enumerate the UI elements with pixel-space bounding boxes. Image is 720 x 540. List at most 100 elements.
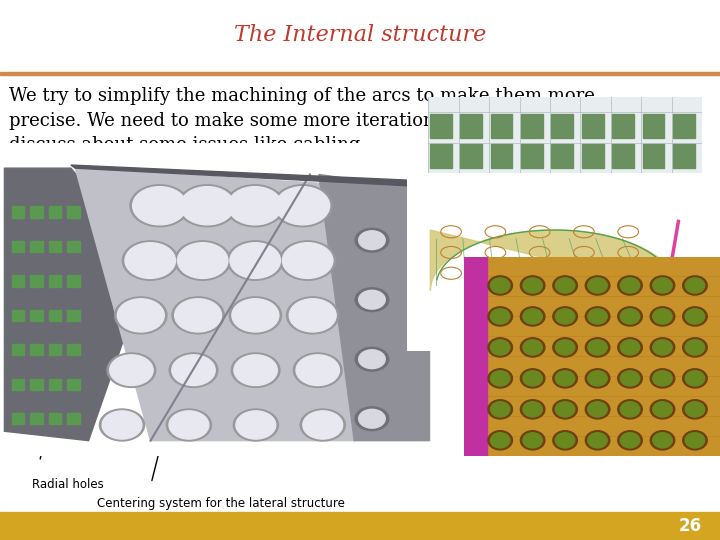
Bar	[642, 114, 665, 138]
Circle shape	[585, 338, 610, 357]
Circle shape	[523, 402, 542, 417]
Circle shape	[588, 309, 607, 324]
Bar	[67, 413, 80, 424]
Circle shape	[523, 371, 542, 386]
Circle shape	[230, 242, 280, 279]
Bar	[673, 114, 695, 138]
Circle shape	[166, 409, 212, 441]
Bar	[490, 144, 513, 168]
Circle shape	[169, 353, 218, 387]
Bar	[49, 344, 61, 355]
Circle shape	[685, 433, 705, 448]
Circle shape	[553, 307, 577, 326]
Bar	[12, 241, 24, 252]
Circle shape	[685, 278, 705, 293]
Circle shape	[490, 278, 510, 293]
Circle shape	[117, 299, 164, 332]
Bar	[49, 310, 61, 321]
Circle shape	[175, 299, 222, 332]
Bar	[30, 206, 42, 218]
Circle shape	[229, 297, 282, 334]
Bar	[464, 256, 487, 456]
Bar	[30, 379, 42, 390]
Polygon shape	[4, 168, 150, 441]
Bar	[67, 206, 80, 218]
Bar	[49, 241, 61, 252]
Circle shape	[225, 185, 284, 227]
Circle shape	[683, 400, 707, 419]
Polygon shape	[407, 178, 702, 351]
Bar	[460, 114, 482, 138]
Bar	[12, 379, 24, 390]
Circle shape	[621, 402, 640, 417]
Circle shape	[653, 309, 672, 324]
Circle shape	[488, 431, 513, 450]
Circle shape	[231, 353, 280, 387]
Circle shape	[621, 433, 640, 448]
Circle shape	[585, 400, 610, 419]
Circle shape	[289, 299, 336, 332]
Text: 26: 26	[679, 517, 702, 535]
Bar	[30, 241, 42, 252]
Circle shape	[287, 297, 339, 334]
Bar	[12, 344, 24, 355]
Bar	[67, 241, 80, 252]
Circle shape	[359, 231, 385, 249]
Bar	[642, 144, 665, 168]
Circle shape	[232, 299, 279, 332]
Bar	[12, 413, 24, 424]
Circle shape	[180, 187, 234, 225]
Circle shape	[233, 409, 279, 441]
Circle shape	[488, 307, 513, 326]
Circle shape	[683, 369, 707, 388]
Circle shape	[618, 338, 642, 357]
Bar	[67, 379, 80, 390]
Text: The Internal structure: The Internal structure	[234, 24, 486, 46]
Circle shape	[172, 355, 215, 386]
Circle shape	[234, 355, 277, 386]
Circle shape	[553, 276, 577, 295]
Circle shape	[585, 307, 610, 326]
Bar	[430, 114, 451, 138]
Text: We try to simplify the machining of the arcs to make them more
precise. We need : We try to simplify the machining of the …	[9, 87, 595, 154]
Circle shape	[650, 338, 675, 357]
Bar	[430, 144, 451, 168]
Bar	[460, 144, 482, 168]
Circle shape	[618, 431, 642, 450]
Circle shape	[685, 402, 705, 417]
Circle shape	[683, 338, 707, 357]
Circle shape	[685, 371, 705, 386]
Bar	[30, 344, 42, 355]
Circle shape	[490, 433, 510, 448]
Circle shape	[555, 402, 575, 417]
Circle shape	[618, 276, 642, 295]
Circle shape	[653, 402, 672, 417]
Circle shape	[355, 228, 389, 252]
Circle shape	[303, 411, 343, 439]
Text: Centering system for the lateral structure: Centering system for the lateral structu…	[97, 497, 345, 510]
Circle shape	[621, 278, 640, 293]
Circle shape	[585, 276, 610, 295]
Circle shape	[555, 278, 575, 293]
Circle shape	[490, 402, 510, 417]
Bar	[490, 114, 513, 138]
Circle shape	[169, 411, 209, 439]
Circle shape	[523, 433, 542, 448]
Bar	[49, 413, 61, 424]
Bar	[0, 72, 720, 75]
Circle shape	[355, 347, 389, 371]
Circle shape	[228, 187, 282, 225]
Circle shape	[178, 185, 237, 227]
Bar	[49, 275, 61, 287]
Circle shape	[650, 276, 675, 295]
Circle shape	[553, 400, 577, 419]
Circle shape	[488, 369, 513, 388]
Circle shape	[621, 340, 640, 355]
Polygon shape	[428, 97, 702, 173]
Bar	[0, 512, 720, 540]
Circle shape	[523, 309, 542, 324]
Circle shape	[653, 371, 672, 386]
Circle shape	[359, 350, 385, 369]
Bar	[582, 144, 603, 168]
Circle shape	[130, 185, 189, 227]
